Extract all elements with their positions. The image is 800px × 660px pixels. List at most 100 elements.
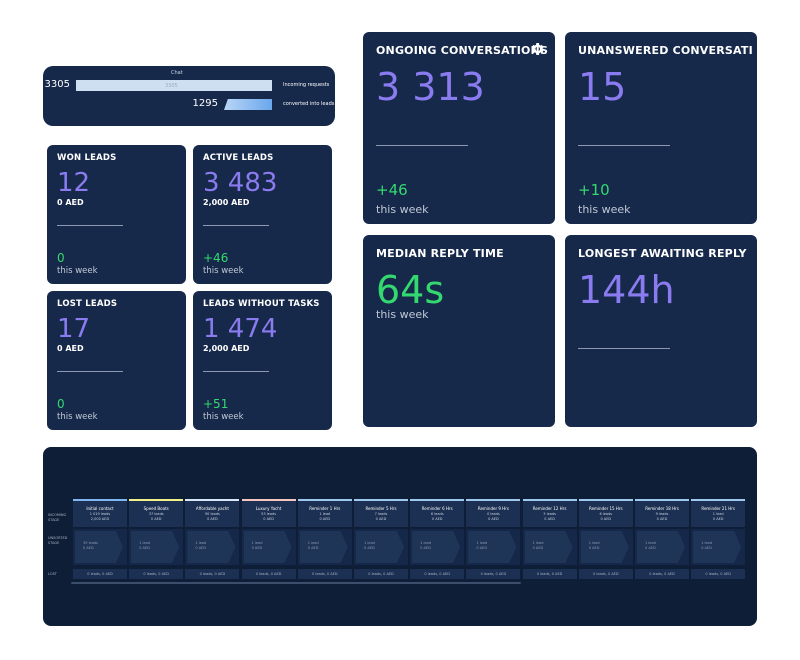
stage-amount: 0 AED [600,517,612,521]
stage-header[interactable]: Reminder 6 Hrs 6 leads 0 AED [410,501,465,527]
stage-lost-cell: 0 leads, 0 AED [185,569,240,579]
stage-color-bar [354,499,408,501]
stage-amount: 0 AED [431,517,443,521]
funnel-bar-text: 3305 [165,83,178,89]
row-label-unsorted: UNSORTED STAGE [48,536,68,545]
stage-chevron[interactable]: 1 lead 0 AED [412,531,461,563]
card-title: ONGOING CONVERSATIONS [376,44,549,57]
pipeline-stage-column[interactable]: Initial contact 1 019 leads 2,000 AED 39 le… [73,499,127,626]
card-period: this week [376,203,429,216]
stage-amount: 0 AED [207,517,218,521]
stage-chevron[interactable]: 1 lead 0 AED [131,531,180,563]
card-title: LEADS WITHOUT TASKS [203,299,320,309]
stage-chevron[interactable]: 1 lead 0 AED [468,531,517,563]
stage-header[interactable]: Speed Boats 37 leads 0 AED [129,501,184,527]
stage-chevron[interactable]: 1 lead 0 AED [243,531,292,563]
stage-chevron[interactable]: 1 lead 0 AED [524,531,573,563]
card-title: ACTIVE LEADS [203,153,274,163]
chevron-amount: 0 AED [364,545,375,550]
stage-header[interactable]: Reminder 5 Hrs 7 leads 0 AED [354,501,408,527]
divider [57,225,123,226]
chevron-amount: 0 AED [307,545,319,550]
stage-lost-cell: 0 leads, 0 AED [297,569,352,579]
funnel-caption: Chat [171,70,183,76]
stage-header[interactable]: Initial contact 1 019 leads 2,000 AED [73,501,127,527]
stage-header[interactable]: Reminder 18 Hrs 9 leads 0 AED [635,501,689,527]
card-value: 12 [57,168,91,198]
stage-amount: 0 AED [263,517,274,521]
stage-header[interactable]: Reminder 15 Hrs 6 leads 0 AED [578,501,633,527]
pipeline-stage-column[interactable]: Reminder 12 Hrs 3 leads 0 AED 1 lead 0 AED 0 … [522,499,577,626]
stage-color-bar [73,499,127,501]
chevron-text: 1 lead 0 AED [195,541,206,550]
chevron-amount: 0 AED [645,545,656,550]
stage-chevron[interactable]: 1 lead 0 AED [693,531,742,563]
stage-color-bar [691,499,746,501]
horizontal-scrollbar[interactable] [71,582,521,584]
stage-header[interactable]: Reminder 9 Hrs 0 leads 0 AED [466,501,521,527]
stage-color-bar [635,499,689,501]
stage-lead-count: 6 leads [599,512,613,516]
card-title: LOST LEADS [57,299,118,309]
card-period: this week [376,308,429,321]
stage-chevron[interactable]: 1 lead 0 AED [187,531,236,563]
chevron-lead-count: 1 lead [645,541,656,545]
divider [203,371,269,372]
stage-name: Speed Boats [143,506,169,511]
stage-unsorted-cell: 1 lead 0 AED [129,529,184,565]
chevron-lead-count: 1 lead [139,541,151,545]
chevron-amount: 0 AED [420,545,431,550]
card-title: LONGEST AWAITING REPLY [578,247,747,260]
stage-chevron[interactable]: 1 lead 0 AED [580,531,629,563]
card-period: this week [57,412,98,422]
stage-unsorted-cell: 1 lead 0 AED [522,529,577,565]
stage-amount: 0 AED [488,517,499,521]
stage-unsorted-cell: 1 lead 0 AED [185,529,240,565]
stage-header[interactable]: Reminder 12 Hrs 3 leads 0 AED [522,501,577,527]
stage-chevron[interactable]: 39 leads 0 AED [75,531,123,563]
pipeline-stage-column[interactable]: Speed Boats 37 leads 0 AED 1 lead 0 AED 0 lea… [129,499,184,626]
chevron-amount: 0 AED [476,545,488,550]
row-label-lost: LOST [48,572,57,576]
pipeline-stage-column[interactable]: Luxury Yacht 53 leads 0 AED 1 lead 0 AED 0 le… [241,499,296,626]
chevron-text: 1 lead 0 AED [645,541,656,550]
chevron-text: 1 lead 0 AED [533,541,544,550]
pipeline-stage-column[interactable]: Reminder 9 Hrs 0 leads 0 AED 1 lead 0 AED 0 l… [466,499,521,626]
stage-lead-count: 53 leads [261,512,277,516]
stage-header[interactable]: Luxury Yacht 53 leads 0 AED [241,501,296,527]
stage-header[interactable]: Reminder 1 Hrs 1 lead 0 AED [297,501,352,527]
ongoing-conversations-card: ONGOING CONVERSATIONS 3 313 +46 this wee… [363,32,555,224]
chevron-amount: 0 AED [701,545,712,550]
pipeline-stage-column[interactable]: Reminder 6 Hrs 6 leads 0 AED 1 lead 0 AED 0 l… [410,499,465,626]
chevron-amount: 0 AED [532,545,544,550]
stage-header[interactable]: Affordable yacht 90 leads 0 AED [185,501,240,527]
stage-header[interactable]: Reminder 21 Hrs 1 lead 0 AED [691,501,746,527]
stage-name: Reminder 18 Hrs [645,506,679,511]
stage-chevron[interactable]: 1 lead 0 AED [299,531,348,563]
stage-unsorted-cell: 1 lead 0 AED [241,529,296,565]
stage-name: Luxury Yacht [255,506,282,511]
card-delta: 0 [57,251,65,265]
pipeline-stage-column[interactable]: Reminder 21 Hrs 1 lead 0 AED 1 lead 0 AED 0 l… [691,499,746,626]
longest-awaiting-reply-card: LONGEST AWAITING REPLY 144h [565,235,757,427]
stage-lead-count: 1 lead [712,512,724,516]
stage-chevron[interactable]: 1 lead 0 AED [637,531,685,563]
leads-without-tasks-card: LEADS WITHOUT TASKS 1 474 2,000 AED +51 … [193,291,332,430]
chevron-text: 1 lead 0 AED [139,541,150,550]
pipeline-stage-column[interactable]: Reminder 5 Hrs 7 leads 0 AED 1 lead 0 AED 0 l… [354,499,408,626]
pipeline-stage-column[interactable]: Reminder 18 Hrs 9 leads 0 AED 1 lead 0 AED 0 … [635,499,689,626]
card-period: this week [203,412,244,422]
stage-lost-cell: 0 leads, 0 AED [691,569,746,579]
stage-name: Affordable yacht [195,506,229,511]
pipeline-stage-column[interactable]: Affordable yacht 90 leads 0 AED 1 lead 0 AED… [185,499,240,626]
pipeline-stage-column[interactable]: Reminder 15 Hrs 6 leads 0 AED 1 lead 0 AED 0 … [578,499,633,626]
stage-name: Reminder 21 Hrs [701,506,735,511]
stage-chevron[interactable]: 1 lead 0 AED [356,531,404,563]
gear-icon[interactable] [529,41,545,57]
won-leads-card: WON LEADS 12 0 AED 0 this week [47,145,186,284]
pipeline-panel: INCOMING STAGE UNSORTED STAGE LOST Initi… [43,447,757,626]
card-title: UNANSWERED CONVERSATIO [578,44,752,57]
stage-amount: 2,000 AED [90,517,110,521]
stage-lead-count: 90 leads [204,512,220,516]
pipeline-stage-column[interactable]: Reminder 1 Hrs 1 lead 0 AED 1 lead 0 AED 0 le… [297,499,352,626]
